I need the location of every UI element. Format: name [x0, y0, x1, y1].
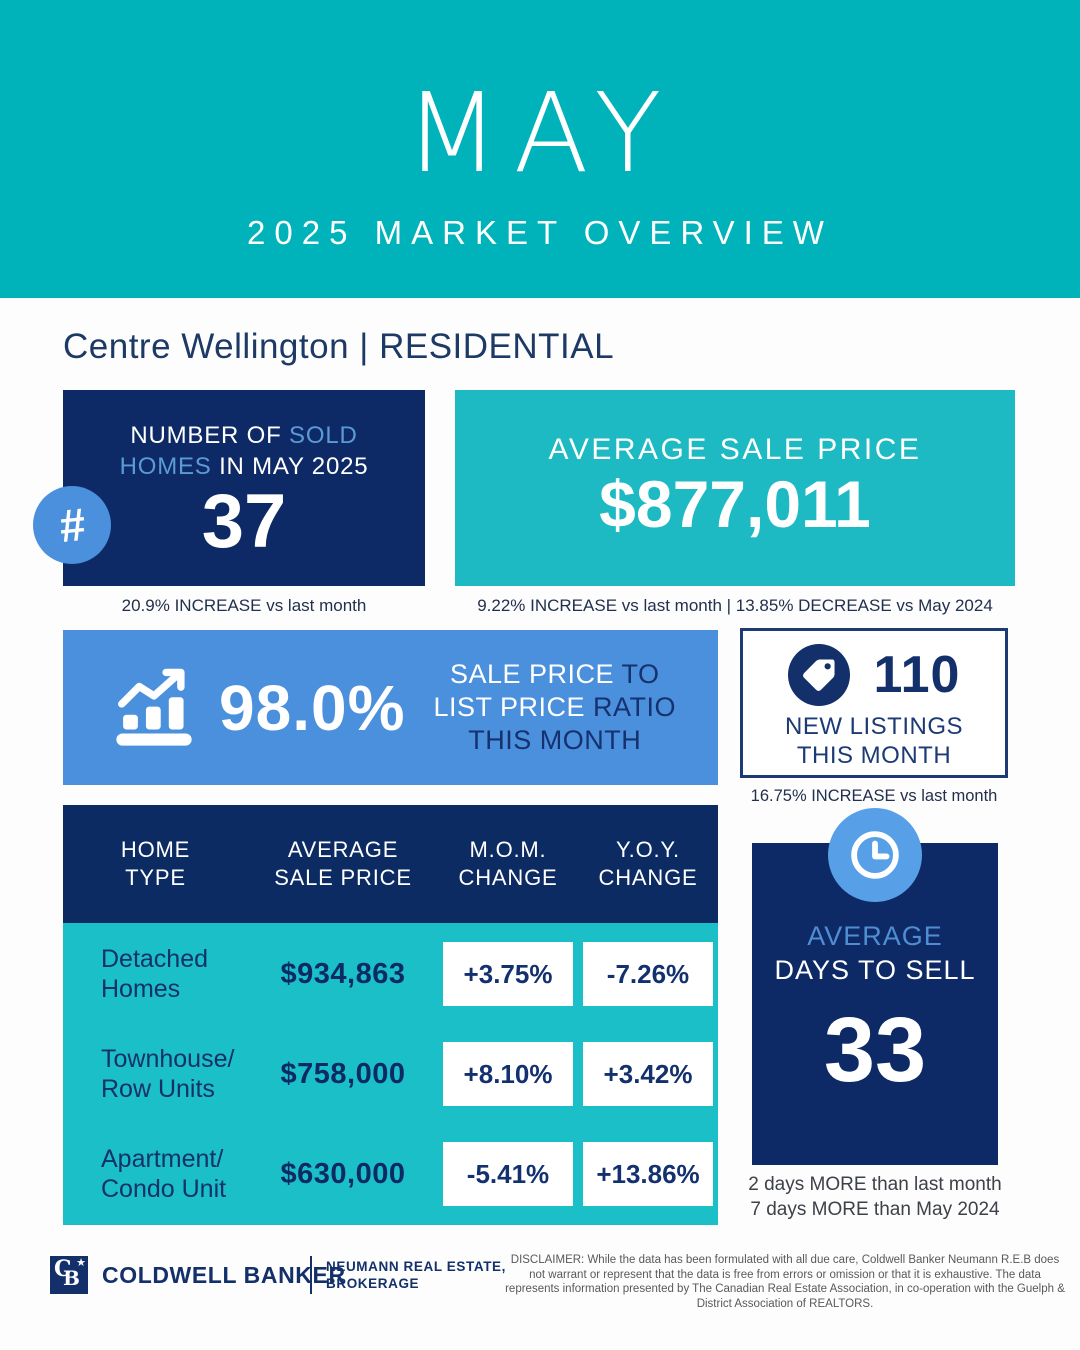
- hash-icon: #: [33, 486, 111, 564]
- table-header-home-type: HOME TYPE: [63, 836, 248, 892]
- row-avg-price: $630,000: [280, 1157, 406, 1190]
- ratio-label-line2-navy: RATIO: [585, 692, 677, 722]
- sold-homes-card: NUMBER OF SOLD HOMES IN MAY 2025 37: [63, 390, 425, 586]
- row-yoy-cell: -7.26%: [578, 942, 718, 1006]
- header-yoy-line2: CHANGE: [598, 865, 698, 890]
- brand-separator: [310, 1256, 312, 1294]
- row-yoy-cell: +3.42%: [578, 1042, 718, 1106]
- brand-name: COLDWELL BANKER: [102, 1262, 346, 1288]
- disclaimer-text: DISCLAIMER: While the data has been form…: [505, 1254, 1065, 1310]
- sold-homes-footnote: 20.9% INCREASE vs last month: [121, 596, 367, 615]
- row-type-label: Apartment/ Condo Unit: [63, 1144, 248, 1204]
- table-header-row: HOME TYPE AVERAGE SALE PRICE M.O.M. CHAN…: [63, 805, 718, 923]
- average-sale-price-footnote: 9.22% INCREASE vs last month | 13.85% DE…: [477, 596, 993, 615]
- days-to-sell-footnote: 2 days MORE than last month 7 days MORE …: [733, 1172, 1017, 1222]
- row-type-line1: Townhouse/: [101, 1045, 235, 1073]
- new-listings-label: NEW LISTINGS THIS MONTH: [785, 712, 963, 770]
- region-title: Centre Wellington | RESIDENTIAL: [63, 327, 615, 366]
- ratio-label-line1-white: SALE PRICE: [449, 659, 614, 689]
- new-listings-top-row: 110: [787, 644, 961, 706]
- bar-chart-trend-icon: [116, 668, 192, 746]
- header-avg-line2: SALE PRICE: [274, 865, 412, 890]
- brokerage-line1: NEUMANN REAL ESTATE,: [326, 1259, 507, 1274]
- sold-homes-title-highlight1: SOLD: [289, 422, 358, 450]
- header-subtitle: 2025 MARKET OVERVIEW: [247, 214, 833, 251]
- row-type-line1: Apartment/: [101, 1145, 224, 1173]
- sold-homes-value: 37: [201, 479, 287, 565]
- brokerage-line2: BROKERAGE: [326, 1276, 420, 1291]
- header-home-line1: HOME: [120, 837, 191, 862]
- table-header-avg-price: AVERAGE SALE PRICE: [248, 836, 438, 892]
- days-footnote-line2: 7 days MORE than May 2024: [750, 1199, 1000, 1220]
- header-home-line2: TYPE: [125, 865, 186, 890]
- cb-logo-star: ★: [76, 1257, 86, 1269]
- table-body: Detached Homes $934,863 +3.75% -7.26% To…: [63, 923, 718, 1225]
- new-listings-value: 110: [873, 646, 961, 704]
- clock-icon: [828, 808, 922, 902]
- brokerage-name: NEUMANN REAL ESTATE, BROKERAGE: [326, 1258, 506, 1292]
- row-mom-cell: -5.41%: [438, 1142, 578, 1206]
- average-sale-price-card: AVERAGE SALE PRICE $877,011: [455, 390, 1015, 586]
- ratio-label-line3: THIS MONTH: [468, 725, 642, 755]
- days-to-sell-label-line2: DAYS TO SELL: [774, 955, 976, 985]
- table-row-townhouse: Townhouse/ Row Units $758,000 +8.10% +3.…: [63, 1024, 718, 1124]
- row-type-label: Townhouse/ Row Units: [63, 1044, 248, 1104]
- sale-to-list-ratio-value: 98.0%: [219, 671, 406, 744]
- mom-change-badge: -5.41%: [443, 1142, 573, 1206]
- yoy-change-badge: +13.86%: [583, 1142, 713, 1206]
- tag-icon: [787, 644, 850, 706]
- new-listings-label-line2: THIS MONTH: [796, 742, 952, 769]
- cb-logo-letter-c: C: [54, 1256, 72, 1282]
- cb-logo-letter-b: B: [63, 1266, 80, 1290]
- sold-homes-title-highlight2: HOMES: [119, 453, 212, 481]
- row-avg-price: $758,000: [280, 1057, 406, 1090]
- new-listings-footnote: 16.75% INCREASE vs last month: [750, 787, 998, 805]
- home-type-table: HOME TYPE AVERAGE SALE PRICE M.O.M. CHAN…: [63, 805, 718, 1225]
- yoy-change-badge: +3.42%: [583, 1042, 713, 1106]
- table-header-yoy: Y.O.Y. CHANGE: [578, 836, 718, 892]
- header-mom-line2: CHANGE: [458, 865, 558, 890]
- hash-glyph: #: [56, 497, 88, 553]
- row-type-line2: Condo Unit: [101, 1175, 227, 1203]
- new-listings-card: 110 NEW LISTINGS THIS MONTH: [740, 628, 1008, 778]
- header-yoy-line1: Y.O.Y.: [616, 837, 680, 862]
- new-listings-label-line1: NEW LISTINGS: [784, 713, 964, 740]
- mom-change-badge: +8.10%: [443, 1042, 573, 1106]
- row-mom-cell: +8.10%: [438, 1042, 578, 1106]
- sold-homes-title-part1: NUMBER OF: [130, 422, 290, 450]
- mom-change-badge: +3.75%: [443, 942, 573, 1006]
- table-row-detached: Detached Homes $934,863 +3.75% -7.26%: [63, 924, 718, 1024]
- ratio-label-line2-white: LIST PRICE: [433, 692, 585, 722]
- table-row-apartment: Apartment/ Condo Unit $630,000 -5.41% +1…: [63, 1124, 718, 1224]
- days-footnote-line1: 2 days MORE than last month: [748, 1174, 1002, 1195]
- header-avg-line1: AVERAGE: [287, 837, 399, 862]
- sale-to-list-ratio-label: SALE PRICE TO LIST PRICE RATIO THIS MONT…: [405, 658, 718, 757]
- row-mom-cell: +3.75%: [438, 942, 578, 1006]
- average-sale-price-title: AVERAGE SALE PRICE: [548, 433, 922, 467]
- row-yoy-cell: +13.86%: [578, 1142, 718, 1206]
- row-avg-price: $934,863: [280, 957, 406, 990]
- days-to-sell-value: 33: [823, 999, 927, 1101]
- days-to-sell-label-line1: AVERAGE: [807, 921, 943, 951]
- header-band: MAY 2025 MARKET OVERVIEW: [0, 0, 1080, 298]
- sold-homes-title-part2: IN MAY 2025: [211, 453, 369, 481]
- sold-homes-title: NUMBER OF SOLD HOMES IN MAY 2025: [120, 420, 369, 482]
- ratio-label-line1-navy: TO: [614, 659, 660, 689]
- sale-to-list-ratio-card: 98.0% SALE PRICE TO LIST PRICE RATIO THI…: [63, 630, 718, 785]
- row-type-label: Detached Homes: [63, 944, 248, 1004]
- row-type-line2: Homes: [101, 975, 181, 1003]
- row-type-line2: Row Units: [101, 1075, 215, 1103]
- table-header-mom: M.O.M. CHANGE: [438, 836, 578, 892]
- cb-logo-mark: C B ★: [48, 1254, 90, 1296]
- yoy-change-badge: -7.26%: [583, 942, 713, 1006]
- header-mom-line1: M.O.M.: [469, 837, 547, 862]
- average-sale-price-value: $877,011: [599, 467, 871, 542]
- header-month: MAY: [404, 69, 676, 197]
- row-type-line1: Detached: [101, 945, 209, 973]
